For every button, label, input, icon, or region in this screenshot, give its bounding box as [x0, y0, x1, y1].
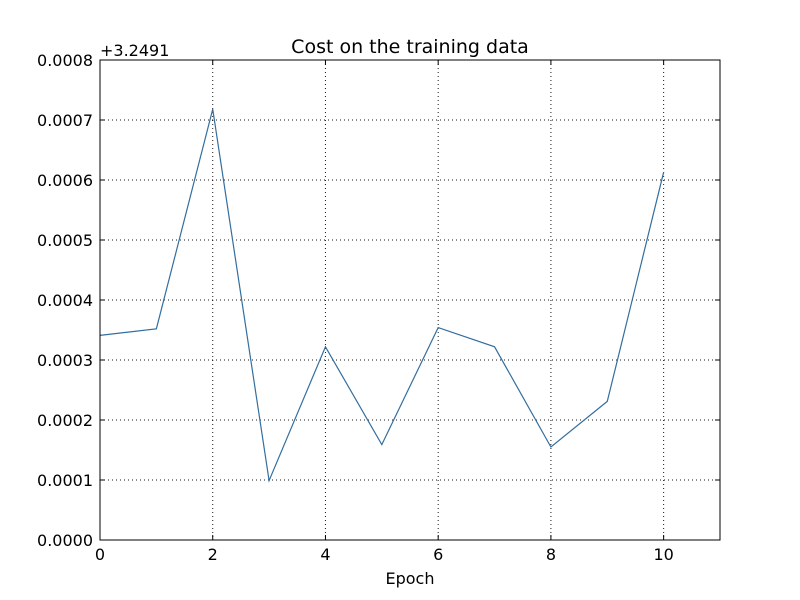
y-tick-label: 0.0003	[37, 351, 93, 370]
y-tick-label: 0.0000	[37, 531, 93, 550]
ticks: 0 2 4 6 8 10 0.0000 0.0001 0.0002 0.0003 0.0004 0.0…	[37, 51, 720, 564]
x-tick-label: 8	[546, 545, 556, 564]
x-tick-label: 0	[95, 545, 105, 564]
grid	[99, 59, 720, 541]
x-tick-label: 2	[208, 545, 218, 564]
y-tick-label: 0.0001	[37, 471, 93, 490]
series-line	[99, 109, 665, 483]
y-tick-label: 0.0008	[37, 51, 93, 70]
y-tick-label: 0.0002	[37, 411, 93, 430]
x-axis-label: Epoch	[386, 569, 435, 588]
x-tick-label: 6	[433, 545, 443, 564]
x-tick-label: 4	[320, 545, 330, 564]
x-tick-label: 10	[653, 545, 673, 564]
y-tick-label: 0.0005	[37, 231, 93, 250]
y-tick-label: 0.0006	[37, 171, 93, 190]
series-layer	[99, 109, 665, 483]
y-offset-label: +3.2491	[100, 41, 169, 60]
y-tick-label: 0.0007	[37, 111, 93, 130]
chart-title: Cost on the training data	[291, 36, 529, 58]
y-tick-label: 0.0004	[37, 291, 93, 310]
